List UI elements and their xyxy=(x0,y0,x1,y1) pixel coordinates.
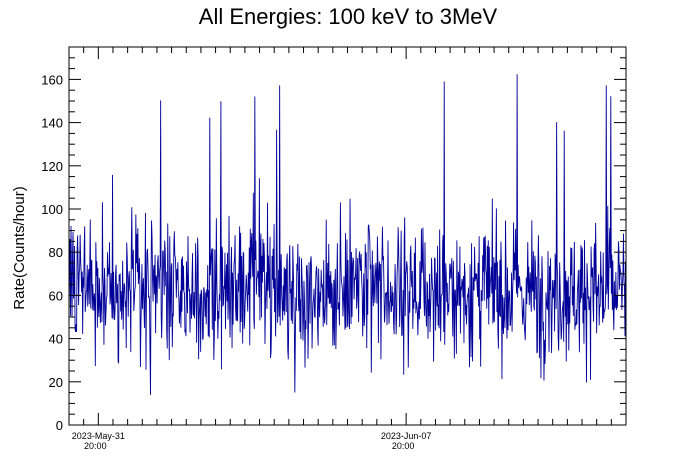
y-tick-label: 60 xyxy=(49,288,63,303)
y-tick-label: 140 xyxy=(41,116,63,131)
plot-frame xyxy=(68,46,627,426)
y-tick-label: 160 xyxy=(41,72,63,87)
x-tick-label-time: 20:00 xyxy=(84,441,107,451)
chart-title: All Energies: 100 keV to 3MeV xyxy=(199,4,498,29)
y-tick-label: 20 xyxy=(49,375,63,390)
x-tick-label-date: 2023-Jun-07 xyxy=(381,431,432,441)
x-tick-label-time: 20:00 xyxy=(392,441,415,451)
data-series xyxy=(68,74,626,395)
x-tick-label-date: 2023-May-31 xyxy=(72,431,125,441)
y-tick-label: 80 xyxy=(49,245,63,260)
y-axis: 0 20 40 60 80 100 120 140 160 xyxy=(41,46,626,433)
y-tick-label: 40 xyxy=(49,332,63,347)
y-axis-label: Rate(Counts/hour) xyxy=(11,186,28,309)
series-line xyxy=(68,74,626,395)
y-tick-label: 100 xyxy=(41,202,63,217)
y-tick-label: 120 xyxy=(41,159,63,174)
y-tick-label: 0 xyxy=(56,418,63,433)
